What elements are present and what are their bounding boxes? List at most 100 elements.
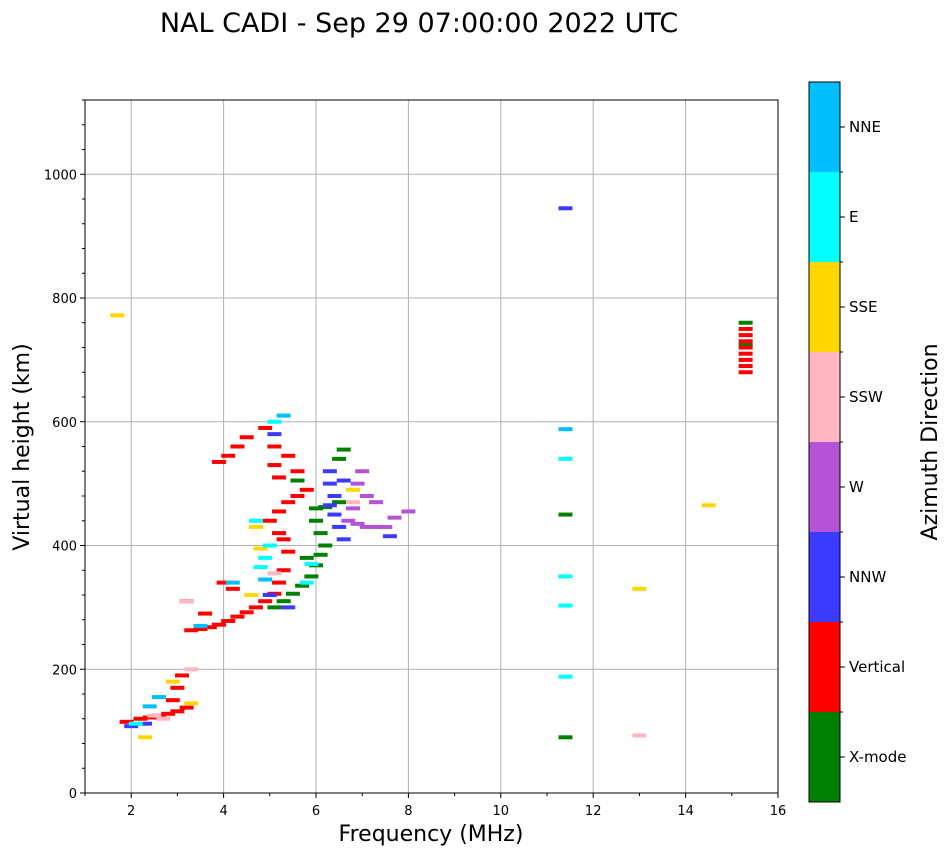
data-point <box>336 447 351 452</box>
data-point <box>285 591 300 596</box>
colorbar-label: NNE <box>849 118 881 136</box>
data-point <box>184 628 199 633</box>
data-point <box>281 605 296 610</box>
data-point <box>258 555 273 560</box>
data-point <box>401 509 416 514</box>
x-tick-label: 14 <box>677 804 694 819</box>
data-point <box>276 568 291 573</box>
colorbar-segment <box>809 622 840 712</box>
x-axis-label: Frequency (MHz) <box>339 822 524 847</box>
data-point <box>738 364 753 369</box>
series-e <box>128 419 573 726</box>
data-point <box>156 716 171 721</box>
data-point <box>267 444 282 449</box>
data-point <box>165 698 180 703</box>
data-point <box>267 605 282 610</box>
data-point <box>290 494 305 498</box>
data-point <box>216 580 231 585</box>
data-point <box>290 469 305 474</box>
data-point <box>281 500 296 505</box>
data-point <box>369 500 384 505</box>
data-point <box>336 478 351 483</box>
data-point <box>738 345 753 350</box>
data-point <box>322 469 337 474</box>
grid-lines <box>85 100 779 794</box>
data-point <box>327 494 342 498</box>
data-point <box>313 552 328 557</box>
data-point <box>230 444 245 449</box>
data-point <box>558 456 573 461</box>
y-tick-label: 0 <box>69 787 77 802</box>
data-point <box>558 674 573 679</box>
data-point <box>133 716 148 721</box>
data-point <box>184 701 199 706</box>
data-point <box>558 206 573 211</box>
data-point <box>332 524 347 529</box>
data-point <box>322 503 337 508</box>
data-point <box>304 562 319 567</box>
x-tick-label: 4 <box>219 804 227 819</box>
colorbar-segment <box>809 532 840 622</box>
data-point <box>198 611 213 616</box>
data-point <box>267 419 282 424</box>
data-point <box>193 623 208 628</box>
data-marks <box>110 206 753 740</box>
data-point <box>558 574 573 579</box>
colorbar-title: Azimuth Direction <box>918 343 943 540</box>
colorbar-segment <box>809 712 840 802</box>
data-point <box>258 425 273 430</box>
data-point <box>738 326 753 331</box>
data-point <box>369 524 384 529</box>
colorbar-label: W <box>849 478 864 496</box>
data-point <box>142 704 157 709</box>
data-point <box>387 515 402 520</box>
x-tick-label: 12 <box>585 804 602 819</box>
data-point <box>175 673 190 678</box>
y-tick-label: 400 <box>52 540 77 555</box>
data-point <box>244 593 259 597</box>
colorbar-segment <box>809 172 840 262</box>
data-point <box>170 685 185 690</box>
data-point <box>738 339 753 344</box>
data-point <box>147 713 162 718</box>
data-point <box>272 531 287 536</box>
x-tick-label: 6 <box>312 804 320 819</box>
data-point <box>211 622 226 627</box>
data-point <box>124 724 139 729</box>
data-point <box>738 370 753 375</box>
series-sse <box>110 313 716 740</box>
x-tick-label: 10 <box>493 804 510 819</box>
colorbar-label: NNW <box>849 568 886 586</box>
x-tick-label: 8 <box>404 804 412 819</box>
data-point <box>738 342 753 347</box>
x-tick-label: 2 <box>127 804 135 819</box>
data-point <box>276 599 291 604</box>
y-tick-label: 800 <box>52 292 77 307</box>
colorbar-segment <box>809 262 840 352</box>
data-point <box>262 593 277 597</box>
data-point <box>359 494 374 498</box>
data-point <box>345 506 360 511</box>
data-point <box>267 463 282 468</box>
y-tick-label: 200 <box>52 663 77 678</box>
data-point <box>332 500 347 505</box>
series-w <box>341 469 416 529</box>
data-point <box>267 571 282 576</box>
data-point <box>322 481 337 486</box>
data-point <box>281 549 296 554</box>
data-point <box>350 521 365 526</box>
data-point <box>184 667 199 672</box>
data-point <box>138 721 153 726</box>
data-point <box>304 574 319 579</box>
data-point <box>248 605 263 610</box>
data-point <box>345 500 360 505</box>
y-tick-label: 600 <box>52 416 77 431</box>
y-axis-label: Virtual height (km) <box>10 343 35 550</box>
data-point <box>299 555 314 560</box>
data-point <box>281 453 296 458</box>
data-point <box>632 733 647 738</box>
colorbar-label: Vertical <box>849 658 905 676</box>
x-tick-label: 16 <box>770 804 787 819</box>
data-point <box>313 531 328 536</box>
